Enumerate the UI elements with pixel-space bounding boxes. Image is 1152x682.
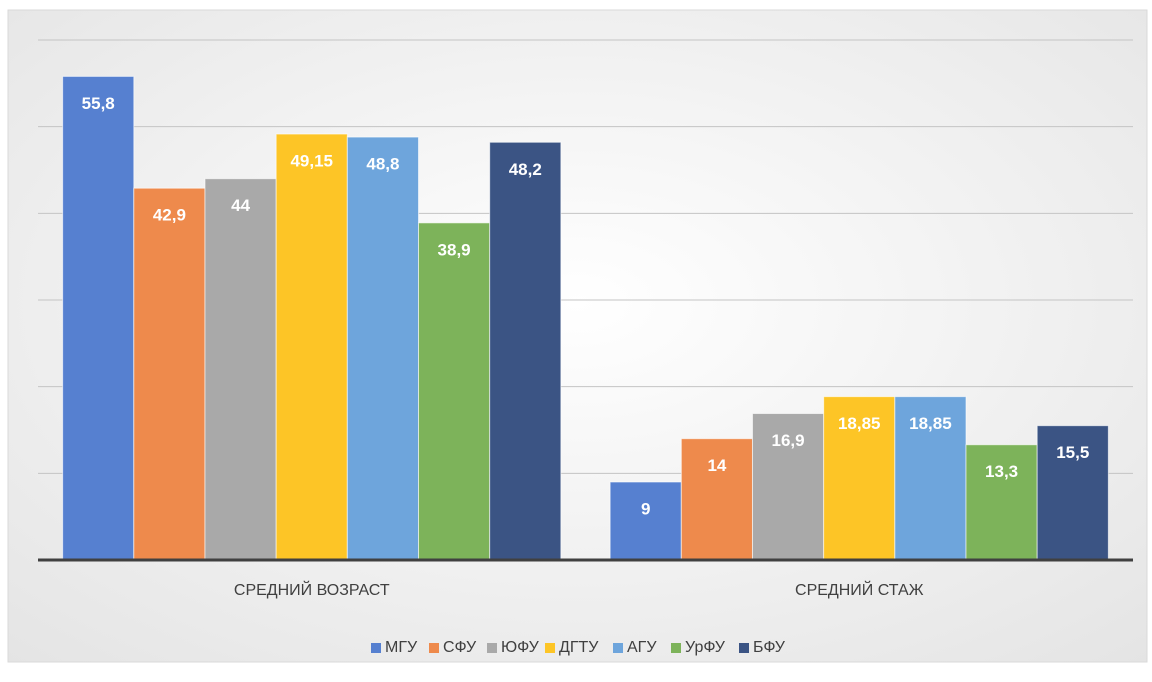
- legend-label: МГУ: [385, 639, 418, 656]
- legend-label: ЮФУ: [501, 639, 540, 656]
- data-label: 48,8: [366, 155, 399, 174]
- bar: [1036, 425, 1109, 561]
- bar: [204, 178, 277, 561]
- bar: [489, 141, 562, 561]
- legend-swatch: [487, 643, 497, 653]
- bar: [823, 396, 896, 561]
- data-label: 18,85: [909, 414, 952, 433]
- legend-swatch: [739, 643, 749, 653]
- bar: [680, 438, 753, 561]
- bar: [609, 481, 682, 561]
- x-tick-label: СРЕДНИЙ СТАЖ: [795, 580, 924, 599]
- legend-swatch: [671, 643, 681, 653]
- bar: [894, 396, 967, 561]
- data-label: 18,85: [838, 414, 881, 433]
- legend-label: АГУ: [627, 639, 657, 656]
- data-label: 42,9: [153, 206, 186, 225]
- bar: [275, 133, 348, 561]
- x-tick-label: СРЕДНИЙ ВОЗРАСТ: [234, 580, 390, 599]
- bar: [346, 136, 420, 561]
- legend-label: УрФУ: [685, 639, 726, 656]
- legend-swatch: [371, 643, 381, 653]
- data-label: 55,8: [82, 94, 115, 113]
- legend-swatch: [545, 643, 555, 653]
- data-label: 16,9: [772, 431, 805, 450]
- bar: [965, 444, 1038, 561]
- legend-swatch: [429, 643, 439, 653]
- legend-label: СФУ: [443, 639, 477, 656]
- bar: [418, 222, 491, 561]
- bar: [62, 75, 135, 561]
- bar: [751, 413, 825, 561]
- data-label: 48,2: [509, 160, 542, 179]
- legend-label: БФУ: [753, 639, 786, 656]
- data-label: 44: [231, 196, 250, 215]
- bar: [133, 187, 206, 561]
- data-label: 38,9: [438, 240, 471, 259]
- legend-swatch: [613, 643, 623, 653]
- data-label: 14: [707, 456, 726, 475]
- data-label: 9: [641, 499, 650, 518]
- legend-label: ДГТУ: [559, 639, 599, 656]
- data-label: 49,15: [290, 152, 333, 171]
- data-label: 13,3: [985, 462, 1018, 481]
- data-label: 15,5: [1056, 443, 1089, 462]
